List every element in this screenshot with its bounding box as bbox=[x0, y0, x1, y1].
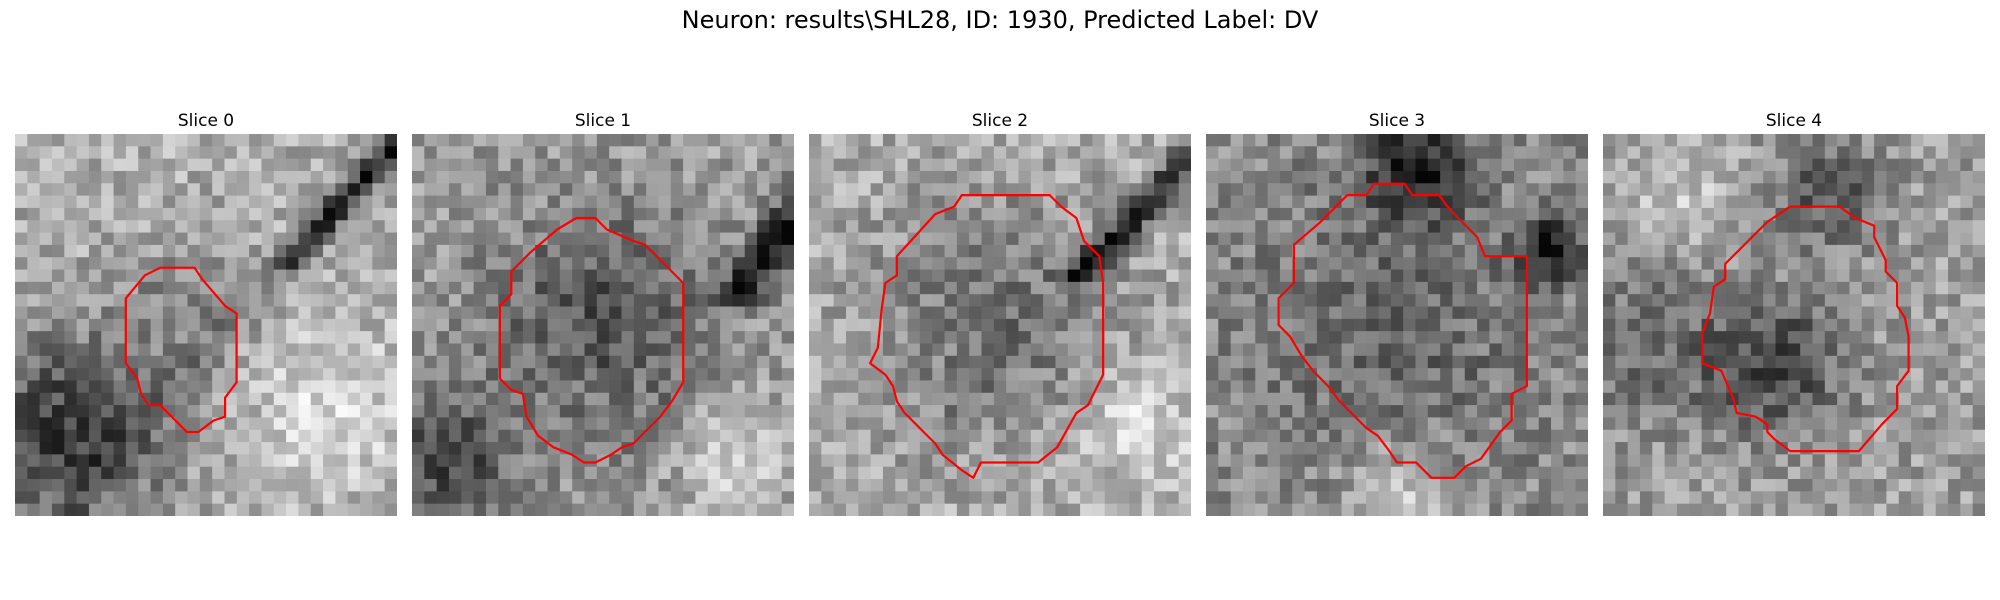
slice-title-0: Slice 0 bbox=[177, 111, 235, 131]
slice-title-4: Slice 4 bbox=[1765, 111, 1823, 131]
roi-contour bbox=[498, 216, 685, 464]
slice-title-2: Slice 2 bbox=[971, 111, 1029, 131]
roi-contour bbox=[1277, 182, 1528, 479]
roi-contour bbox=[868, 193, 1105, 479]
slice-image-3 bbox=[1206, 134, 1588, 516]
slice-image-2 bbox=[809, 134, 1191, 516]
slice-panel-0: Slice 0 bbox=[15, 110, 397, 516]
slice-image-1 bbox=[412, 134, 794, 516]
roi-contour bbox=[124, 266, 238, 434]
roi-contour bbox=[1701, 205, 1910, 453]
slice-image-4 bbox=[1603, 134, 1985, 516]
slice-title-1: Slice 1 bbox=[574, 111, 632, 131]
slice-image-0 bbox=[15, 134, 397, 516]
slice-panel-1: Slice 1 bbox=[412, 110, 794, 516]
figure-title: Neuron: results\SHL28, ID: 1930, Predict… bbox=[681, 6, 1319, 34]
slice-title-3: Slice 3 bbox=[1368, 111, 1426, 131]
slice-panel-4: Slice 4 bbox=[1603, 110, 1985, 516]
slice-panel-2: Slice 2 bbox=[809, 110, 1191, 516]
slice-panel-3: Slice 3 bbox=[1206, 110, 1588, 516]
